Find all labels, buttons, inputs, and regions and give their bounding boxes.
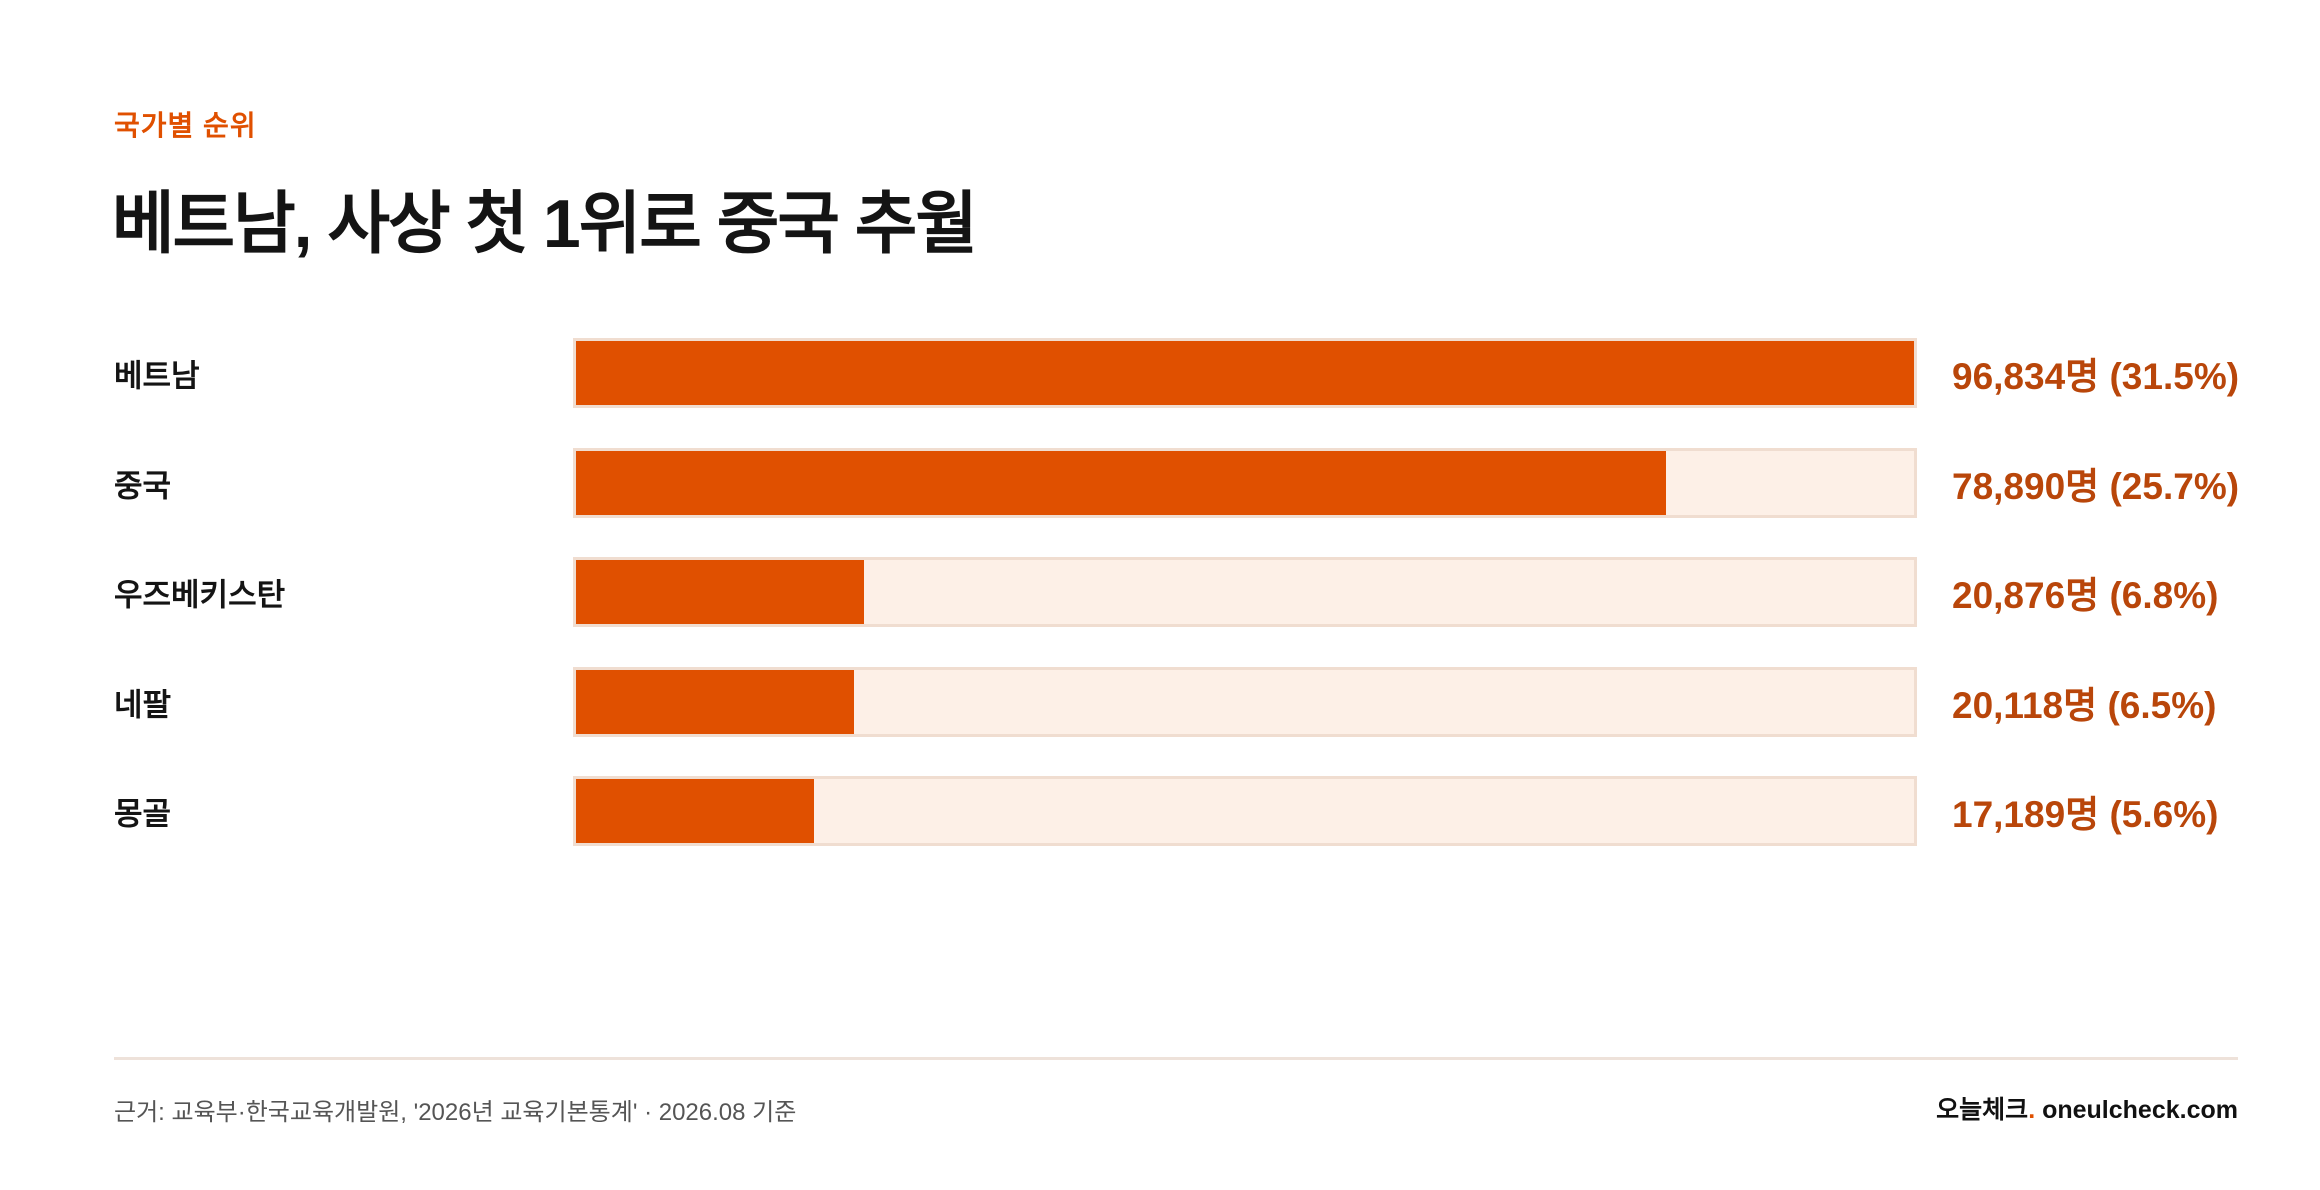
bar — [576, 669, 854, 734]
value-label: 20,118명 (6.5%) — [1952, 684, 2217, 726]
brand-site: oneulcheck.com — [2042, 1096, 2238, 1124]
source-note: 근거: 교육부·한국교육개발원, '2026년 교육기본통계' · 2026.0… — [114, 1099, 797, 1126]
category-label: 네팔 — [114, 687, 172, 722]
bar — [576, 450, 1667, 515]
brand-dot: . — [2028, 1096, 2036, 1124]
category-label: 베트남 — [114, 358, 200, 394]
category-label: 중국 — [114, 468, 172, 503]
divider — [114, 1057, 2238, 1060]
bar — [576, 779, 814, 843]
category-label: 몽골 — [114, 796, 172, 832]
bar — [576, 341, 1914, 405]
category-label: 우즈베키스탄 — [114, 577, 286, 613]
brand: 오늘체크. oneulcheck.com — [1936, 1090, 2238, 1126]
chart-title: 베트남, 사상 첫 1위로 중국 추월 — [112, 186, 978, 262]
value-label: 17,189명 (5.6%) — [1952, 794, 2219, 835]
value-label: 96,834명 (31.5%) — [1952, 356, 2240, 397]
value-label: 78,890명 (25.7%) — [1952, 465, 2240, 507]
kicker: 국가별 순위 — [114, 110, 257, 141]
bar — [576, 560, 865, 624]
brand-name: 오늘체크 — [1936, 1096, 2029, 1124]
value-label: 20,876명 (6.8%) — [1952, 575, 2219, 616]
